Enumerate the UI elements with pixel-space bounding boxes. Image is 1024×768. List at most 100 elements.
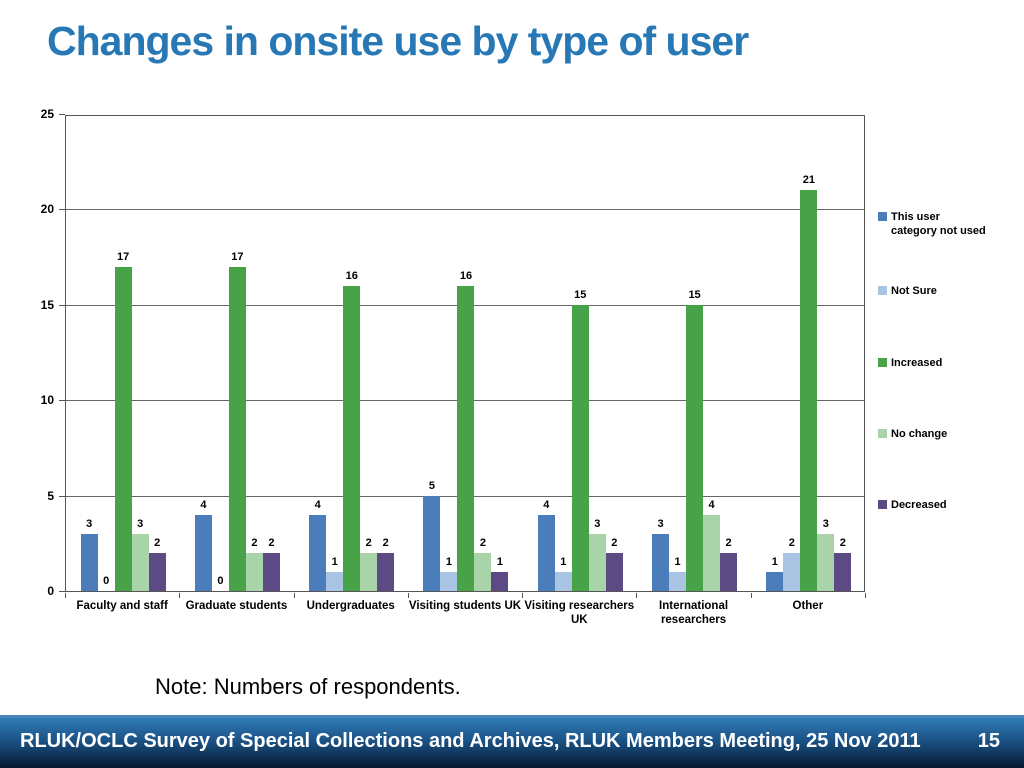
note-text: Note: Numbers of respondents. xyxy=(155,674,461,699)
legend-swatch xyxy=(878,212,887,221)
bar-this-user-category-not-used: 4 xyxy=(309,499,327,591)
bar-this-user-category-not-used: 1 xyxy=(766,556,784,591)
footer-text: RLUK/OCLC Survey of Special Collections … xyxy=(20,729,921,752)
bar-data-label: 21 xyxy=(802,174,815,187)
x-axis-tick xyxy=(179,593,181,598)
bar-data-label: 2 xyxy=(154,536,161,549)
legend-entry: This user category not used xyxy=(878,210,987,239)
bar-increased: 17 xyxy=(228,251,246,591)
bar-no-change: 2 xyxy=(360,537,378,591)
bar-data-label: 17 xyxy=(231,250,244,263)
bar-data-label: 1 xyxy=(445,555,453,568)
y-axis-tick xyxy=(59,400,65,402)
bar-group: 1 2 21 3 2 xyxy=(752,116,866,591)
bar-data-label: 0 xyxy=(217,575,224,587)
footer-bar: RLUK/OCLC Survey of Special Collections … xyxy=(0,715,1024,768)
legend-entry: Increased xyxy=(878,356,987,370)
bar-this-user-category-not-used: 3 xyxy=(652,518,670,591)
bar-decreased: 2 xyxy=(262,537,280,591)
y-axis-tick-label: 0 xyxy=(47,584,54,598)
x-axis-tick xyxy=(522,593,524,598)
bar-group: 3 0 17 3 2 xyxy=(66,116,180,591)
bar-no-change: 3 xyxy=(131,518,149,591)
y-axis-tick-label: 10 xyxy=(40,393,54,408)
bar-data-label: 1 xyxy=(496,555,504,568)
bar-group: 4 1 16 2 2 xyxy=(295,116,409,591)
x-axis-category-label: Other xyxy=(792,600,824,612)
bar-data-label: 1 xyxy=(331,555,338,568)
bar-increased: 16 xyxy=(457,270,475,591)
bar-this-user-category-not-used: 4 xyxy=(537,499,555,591)
bar-data-label: 2 xyxy=(611,536,618,549)
x-axis-tick xyxy=(865,593,866,598)
bar-data-label: 16 xyxy=(345,269,358,282)
bar-no-change: 2 xyxy=(474,537,492,591)
x-axis-category-label: Undergraduates xyxy=(306,600,395,612)
bar-no-change: 2 xyxy=(245,537,263,591)
y-axis-tick xyxy=(59,591,65,592)
bar-data-label: 2 xyxy=(251,536,258,549)
legend-label: Decreased xyxy=(891,499,947,511)
bar-not-sure: 1 xyxy=(440,556,458,591)
y-axis-tick-label: 25 xyxy=(40,107,54,121)
bar-group: 3 1 15 4 2 xyxy=(637,116,751,591)
y-axis-tick-label: 5 xyxy=(47,488,54,503)
bar-decreased: 2 xyxy=(834,537,852,591)
bar-data-label: 3 xyxy=(86,517,93,530)
y-axis-tick-label: 20 xyxy=(40,202,54,217)
legend-label: Increased xyxy=(891,357,943,369)
bar-data-label: 3 xyxy=(594,517,601,530)
gridline xyxy=(66,209,864,211)
bar-not-sure: 1 xyxy=(669,556,687,591)
bar-data-label: 15 xyxy=(574,288,587,301)
bar-no-change: 3 xyxy=(588,518,606,591)
bar-data-label: 2 xyxy=(268,536,275,549)
y-axis-tick xyxy=(59,114,65,115)
bar-this-user-category-not-used: 5 xyxy=(423,480,441,591)
x-axis-category-label: Visiting researchers UK xyxy=(524,600,635,627)
legend-label: Not Sure xyxy=(891,285,937,297)
bar-data-label: 4 xyxy=(708,498,715,511)
x-axis-tick xyxy=(750,593,752,598)
bar-data-label: 1 xyxy=(674,555,681,568)
bar-increased: 17 xyxy=(114,251,132,591)
x-axis-tick xyxy=(65,593,66,598)
bar-decreased: 2 xyxy=(720,537,738,591)
bar-decreased: 2 xyxy=(377,537,395,591)
y-axis-tick xyxy=(59,304,65,306)
bar-data-label: 2 xyxy=(382,536,389,549)
bar-data-label: 3 xyxy=(137,517,144,530)
bar-not-sure: 1 xyxy=(326,556,344,591)
bar-this-user-category-not-used: 4 xyxy=(194,499,212,591)
bar-data-label: 2 xyxy=(839,536,846,549)
legend-label: No change xyxy=(891,428,948,440)
bar-data-label: 2 xyxy=(788,536,795,549)
legend-label: This user category not used xyxy=(891,211,986,238)
legend-swatch xyxy=(878,358,887,367)
bar-data-label: 1 xyxy=(560,555,567,568)
bar-this-user-category-not-used: 3 xyxy=(80,518,98,591)
bar-data-label: 3 xyxy=(657,517,664,530)
bar-data-label: 0 xyxy=(103,575,110,587)
x-axis-category-label: Faculty and staff xyxy=(76,600,168,612)
legend-entry: No change xyxy=(878,427,987,441)
x-axis-category-label: Visiting students UK xyxy=(408,600,522,612)
y-axis-tick xyxy=(59,209,65,211)
bar-data-label: 4 xyxy=(314,498,321,511)
legend-swatch xyxy=(878,286,887,295)
bar-data-label: 2 xyxy=(725,536,732,549)
bar-decreased: 2 xyxy=(605,537,623,591)
bar-not-sure: 1 xyxy=(554,556,572,591)
bar-increased: 15 xyxy=(686,289,704,591)
x-axis-category-label: Graduate students xyxy=(185,600,288,612)
y-axis-tick xyxy=(59,495,65,497)
chart-plot-area: 3 0 17 3 2 4 0 17 2 2 4 1 16 2 2 5 1 16 2 1 4 1 15 3 2 3 1 15 4 2 1 2 21… xyxy=(65,115,865,592)
legend-entry: Not Sure xyxy=(878,284,987,298)
bar-increased: 15 xyxy=(571,289,589,591)
legend-swatch xyxy=(878,500,887,509)
bar-data-label: 5 xyxy=(428,479,436,492)
bar-data-label: 17 xyxy=(117,250,130,263)
x-axis-tick xyxy=(636,593,638,598)
bar-data-label: 2 xyxy=(365,536,372,549)
bar-no-change: 3 xyxy=(817,518,835,591)
